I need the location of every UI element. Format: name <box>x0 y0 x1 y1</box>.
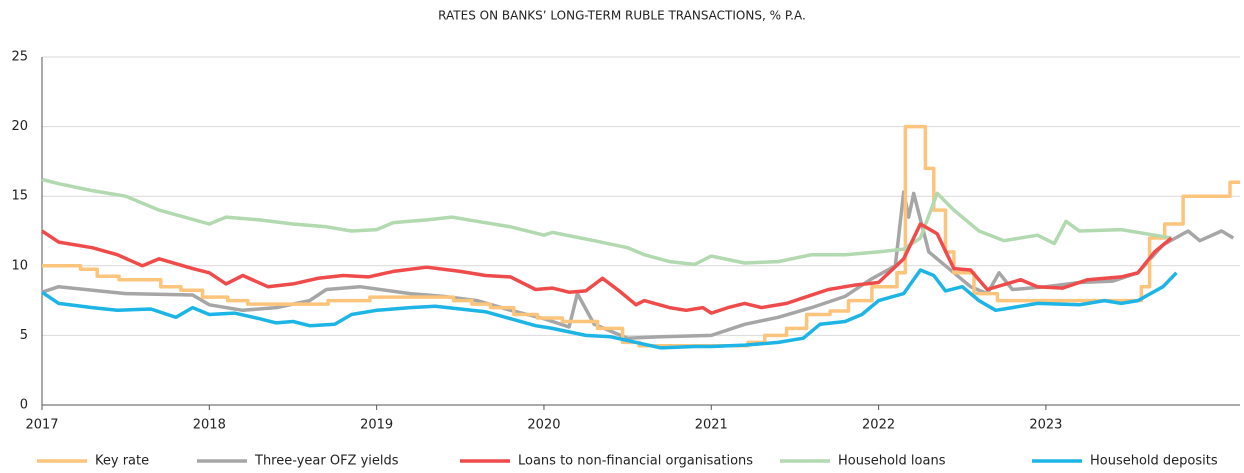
y-tick-label: 0 <box>20 398 28 413</box>
x-tick-label: 2018 <box>193 418 226 433</box>
x-tick-label: 2020 <box>527 418 560 433</box>
y-tick-label: 25 <box>11 50 28 65</box>
series-line <box>41 222 1173 315</box>
x-tick-label: 2021 <box>695 418 728 433</box>
series-line <box>41 177 1172 267</box>
legend-label: Household deposits <box>1090 454 1218 469</box>
legend-label: Key rate <box>95 454 149 469</box>
x-tick-label: 2019 <box>360 418 393 433</box>
legend-label: Household loans <box>838 454 946 469</box>
x-tick-label: 2023 <box>1029 418 1062 433</box>
legend-label: Loans to non-financial organisations <box>518 454 753 469</box>
chart-title: RATES ON BANKS’ LONG-TERM RUBLE TRANSACT… <box>438 9 806 23</box>
y-tick-label: 20 <box>11 119 28 134</box>
series-line <box>41 268 1178 350</box>
y-tick-label: 10 <box>11 258 28 273</box>
y-tick-label: 5 <box>20 328 28 343</box>
y-tick-label: 15 <box>11 189 28 204</box>
series-line <box>41 190 1235 340</box>
legend-label: Three-year OFZ yields <box>254 454 399 469</box>
x-tick-label: 2017 <box>25 418 58 433</box>
x-tick-label: 2022 <box>862 418 895 433</box>
